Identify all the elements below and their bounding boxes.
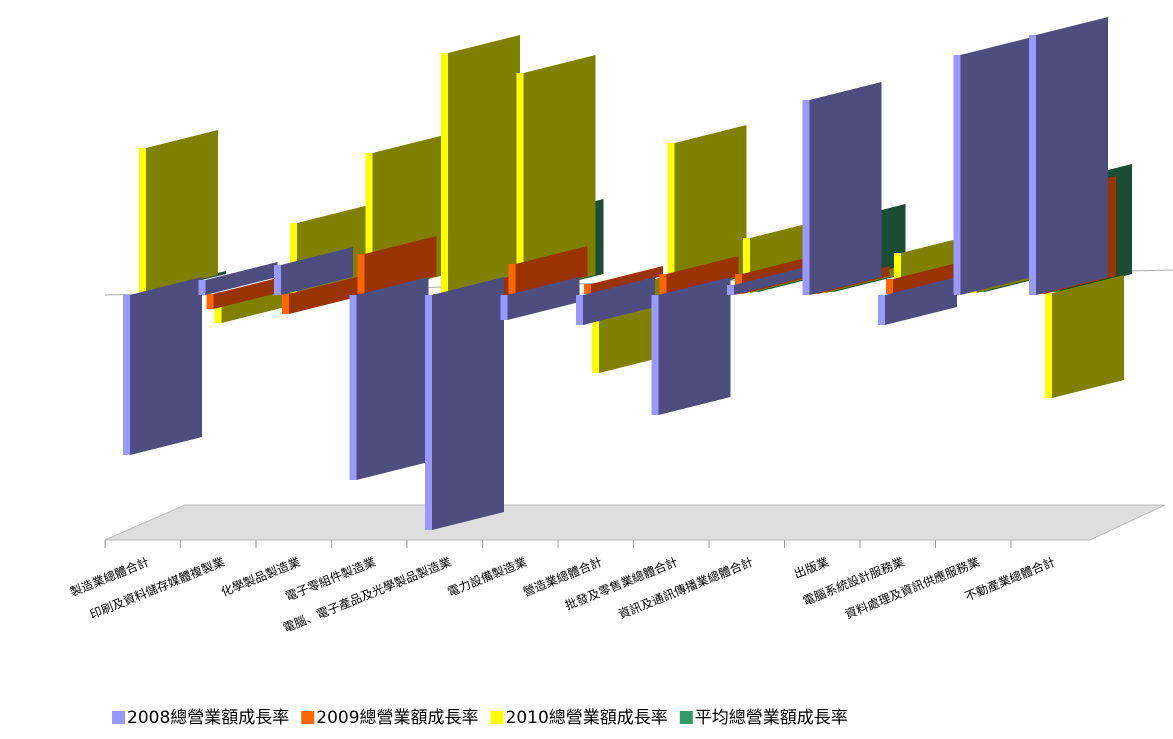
bar-side xyxy=(651,295,659,415)
bar-side xyxy=(123,295,130,455)
bar-side xyxy=(584,284,591,294)
bar-side xyxy=(886,279,893,294)
x-tick-label: 出版業 xyxy=(792,555,831,581)
x-tick-label: 電力設備製造業 xyxy=(445,554,529,599)
bar-side xyxy=(198,280,206,295)
bar xyxy=(809,82,882,295)
bar xyxy=(734,267,806,295)
category-labels: 製造業總體合計印刷及資料儲存媒體複製業化學製品製造業電子零組件製造業電腦、電子產… xyxy=(68,540,1057,635)
bar xyxy=(658,277,731,415)
bar-side xyxy=(349,295,357,480)
bar-side xyxy=(290,223,297,293)
bar-side xyxy=(516,73,524,293)
bar-side xyxy=(441,53,448,293)
bar xyxy=(356,277,429,480)
bar xyxy=(523,55,596,293)
bar xyxy=(205,262,278,295)
legend-swatch xyxy=(490,711,504,724)
bar-side xyxy=(206,294,214,309)
bar xyxy=(885,277,957,325)
legend-label: 2010總營業額成長率 xyxy=(506,708,668,728)
bar-side xyxy=(592,293,599,373)
bar-side xyxy=(659,274,667,294)
bar-side xyxy=(214,293,222,323)
bar xyxy=(666,256,739,294)
bar-side xyxy=(667,143,675,293)
bar xyxy=(130,277,202,455)
bar xyxy=(960,37,1033,295)
bar xyxy=(448,35,520,293)
x-tick-label: 資訊及通訊傳播業總體合計 xyxy=(616,554,755,622)
bar-side xyxy=(894,253,901,293)
bar xyxy=(893,261,965,294)
bar-side xyxy=(357,254,365,294)
bar-side xyxy=(1029,35,1036,295)
bar-side xyxy=(365,153,373,293)
bar-side xyxy=(282,294,289,314)
bar-side xyxy=(802,100,810,295)
legend: 2008總營業額成長率 2009總營業額成長率 2010總營業額成長率 平均總營業額成… xyxy=(112,708,848,728)
bar-side xyxy=(953,55,961,295)
bar xyxy=(507,277,580,320)
x-tick-label: 資料處理及資訊供應服務業 xyxy=(842,554,981,622)
bar-side xyxy=(274,265,281,295)
legend-label: 2008總營業額成長率 xyxy=(127,708,289,728)
bar xyxy=(674,125,747,293)
bar-side xyxy=(139,148,146,293)
bar-side xyxy=(1045,293,1052,398)
bar xyxy=(515,246,588,294)
legend-swatch xyxy=(112,711,125,724)
bar-side xyxy=(576,295,583,325)
legend-swatch xyxy=(679,711,693,724)
bar xyxy=(289,276,361,314)
bar-side xyxy=(878,295,885,325)
bar xyxy=(583,277,655,325)
bar-side xyxy=(743,238,750,293)
legend-swatch xyxy=(301,711,315,724)
bar xyxy=(1036,17,1108,295)
floor xyxy=(104,504,1166,541)
bar xyxy=(1052,275,1124,398)
bar xyxy=(146,130,218,293)
bar xyxy=(213,276,286,309)
x-tick-label: 印刷及資料儲存媒體複製業 xyxy=(87,554,226,622)
bar xyxy=(591,266,663,294)
bar-side xyxy=(500,295,508,320)
legend-label: 平均總營業額成長率 xyxy=(695,708,848,728)
bar-side xyxy=(425,295,432,530)
bar xyxy=(281,247,353,295)
bar xyxy=(432,277,504,530)
bars xyxy=(123,17,1132,530)
legend-label: 2009總營業額成長率 xyxy=(316,708,478,728)
bar-side xyxy=(727,285,734,295)
bar-side xyxy=(508,264,516,294)
